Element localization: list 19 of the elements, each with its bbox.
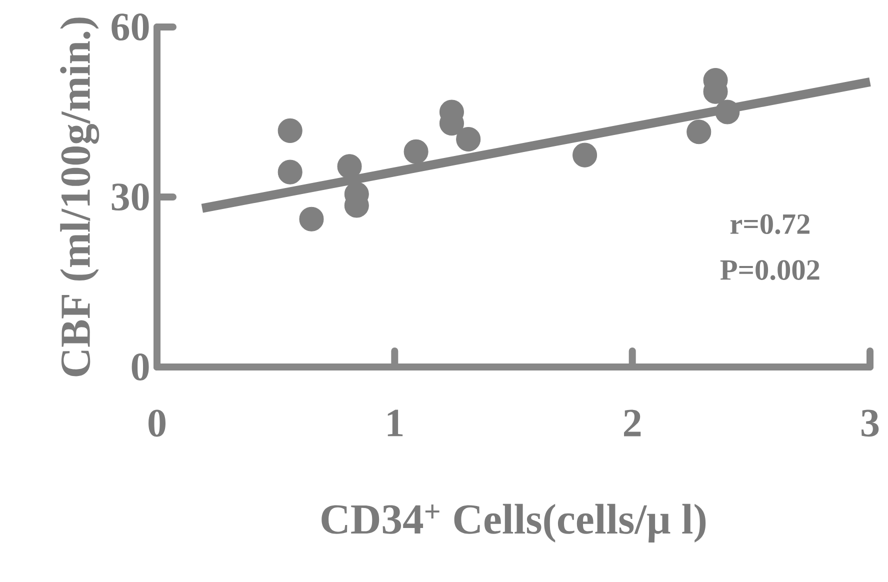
point [686, 120, 712, 144]
point [715, 100, 740, 124]
point [299, 206, 324, 232]
point [456, 126, 481, 152]
y-tick-label: 60 [112, 14, 149, 41]
y-axis-title: CBF (ml/100g/min.) [60, 18, 100, 376]
x-tick-label: 2 [624, 410, 641, 436]
annotation: r=0.72 [730, 214, 810, 234]
x-tick-label: 1 [388, 410, 403, 436]
point [278, 118, 302, 143]
point [337, 154, 362, 179]
point [572, 142, 598, 168]
x-axis-title: CD34$^{+}$ Cells(cells/μ l) [322, 504, 706, 543]
y-tick-label: 30 [112, 184, 149, 211]
x-tick-label: 3 [862, 410, 879, 437]
point [278, 160, 302, 184]
y-tick-label: 0 [132, 354, 149, 381]
point [404, 139, 428, 164]
annotation: P=0.002 [720, 260, 820, 280]
